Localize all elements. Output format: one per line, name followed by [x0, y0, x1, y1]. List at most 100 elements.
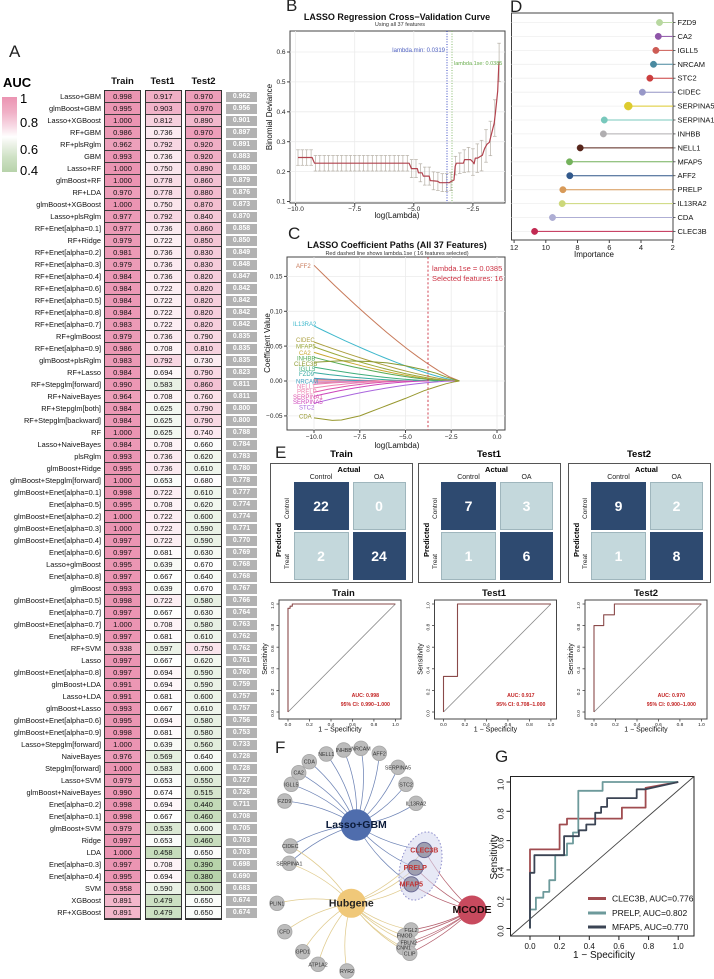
svg-text:0.3: 0.3 — [276, 139, 285, 146]
svg-text:−7.5: −7.5 — [348, 206, 361, 213]
svg-text:CLEC3B: CLEC3B — [410, 847, 438, 854]
svg-text:MFAP5: MFAP5 — [296, 345, 316, 351]
svg-text:Selected features: 16: Selected features: 16 — [432, 274, 503, 283]
svg-text:lambda.1se: 0.0385: lambda.1se: 0.0385 — [454, 61, 502, 67]
svg-text:NELL1: NELL1 — [678, 143, 701, 152]
svg-text:0.6: 0.6 — [276, 49, 285, 56]
svg-text:−0.05: −0.05 — [266, 413, 283, 420]
svg-text:SERPINA1: SERPINA1 — [276, 861, 302, 867]
svg-text:0.5: 0.5 — [276, 79, 285, 86]
svg-text:4: 4 — [639, 243, 643, 252]
svg-text:CDA: CDA — [678, 213, 694, 222]
svg-text:−5.0: −5.0 — [399, 434, 412, 441]
svg-text:IL13RA2: IL13RA2 — [293, 322, 317, 328]
svg-text:0.8: 0.8 — [371, 722, 378, 728]
svg-text:CLEC3B: CLEC3B — [294, 362, 317, 368]
svg-text:0.4: 0.4 — [497, 866, 506, 878]
svg-text:1.0: 1.0 — [497, 778, 506, 790]
svg-text:IL13RA2: IL13RA2 — [406, 801, 427, 807]
svg-text:LASSO Regression Cross−Validat: LASSO Regression Cross−Validation Curve — [304, 12, 490, 22]
svg-text:IGLL5: IGLL5 — [678, 46, 698, 55]
svg-text:0.2: 0.2 — [576, 688, 582, 695]
svg-text:−2.5: −2.5 — [466, 206, 479, 213]
svg-text:FMOD: FMOD — [397, 934, 413, 940]
svg-text:6: 6 — [607, 243, 611, 252]
svg-text:0.8: 0.8 — [526, 722, 533, 728]
svg-text:NELL1: NELL1 — [297, 385, 316, 391]
svg-text:1 − Specificity: 1 − Specificity — [624, 727, 668, 734]
svg-text:1.0: 1.0 — [392, 722, 399, 728]
svg-text:0.4: 0.4 — [328, 722, 335, 728]
svg-text:0.2: 0.2 — [462, 722, 469, 728]
svg-text:0.1: 0.1 — [276, 199, 285, 206]
svg-text:Red dashed line shows lambda.1: Red dashed line shows lambda.1se ( 16 fe… — [325, 251, 468, 257]
svg-text:CDA: CDA — [304, 760, 316, 766]
svg-text:0.4: 0.4 — [576, 667, 582, 674]
svg-text:FZD9: FZD9 — [678, 18, 697, 27]
svg-text:−10.0: −10.0 — [306, 434, 323, 441]
svg-text:0.6: 0.6 — [655, 722, 662, 728]
svg-text:0.0: 0.0 — [440, 722, 447, 728]
svg-text:NRCAM: NRCAM — [351, 746, 370, 752]
svg-text:0.2: 0.2 — [497, 896, 506, 908]
svg-text:0.6: 0.6 — [497, 837, 506, 849]
svg-text:95% CI: 0.990−1.000: 95% CI: 0.990−1.000 — [341, 702, 390, 708]
svg-text:SERPINA1: SERPINA1 — [293, 395, 323, 401]
svg-text:1 − Specificity: 1 − Specificity — [318, 727, 362, 734]
svg-text:0.4: 0.4 — [270, 667, 276, 674]
svg-text:CNN1: CNN1 — [396, 946, 410, 952]
svg-text:−7.5: −7.5 — [353, 434, 366, 441]
svg-text:Sensitivity: Sensitivity — [568, 643, 575, 675]
svg-text:Train: Train — [332, 588, 355, 599]
svg-text:1 − Specificity: 1 − Specificity — [474, 727, 518, 734]
svg-text:−2.5: −2.5 — [445, 434, 458, 441]
svg-text:IGLL5: IGLL5 — [284, 782, 298, 788]
svg-text:0.8: 0.8 — [677, 722, 684, 728]
svg-text:STC2: STC2 — [299, 406, 315, 412]
svg-text:PRELP, AUC=0.802: PRELP, AUC=0.802 — [612, 908, 687, 918]
svg-text:CIDEC: CIDEC — [678, 88, 702, 97]
svg-text:0.2: 0.2 — [270, 688, 276, 695]
svg-text:0.6: 0.6 — [270, 645, 276, 652]
svg-text:0.0: 0.0 — [497, 925, 506, 937]
svg-text:Binomial Deviance: Binomial Deviance — [265, 83, 274, 150]
svg-text:lambda.1se = 0.0385: lambda.1se = 0.0385 — [432, 264, 502, 273]
svg-text:Sensitivity: Sensitivity — [418, 643, 425, 675]
svg-text:−5.0: −5.0 — [407, 206, 420, 213]
svg-text:SERPINA5: SERPINA5 — [385, 765, 411, 771]
svg-text:SERPINA5: SERPINA5 — [293, 400, 323, 406]
svg-text:0.6: 0.6 — [349, 722, 356, 728]
svg-text:GPD1: GPD1 — [295, 950, 309, 956]
svg-text:NRCAM: NRCAM — [296, 380, 318, 386]
svg-text:CA2: CA2 — [294, 771, 304, 777]
svg-text:AFF2: AFF2 — [678, 171, 696, 180]
svg-text:STC2: STC2 — [399, 782, 413, 788]
svg-text:FBLN2: FBLN2 — [400, 940, 417, 946]
svg-text:STC2: STC2 — [678, 74, 697, 83]
svg-text:CLIP: CLIP — [404, 951, 416, 957]
svg-text:0.10: 0.10 — [270, 309, 283, 316]
svg-text:PRELP: PRELP — [404, 865, 428, 872]
svg-text:0.8: 0.8 — [497, 808, 506, 820]
svg-text:AUC: 0.970: AUC: 0.970 — [658, 693, 686, 699]
svg-text:AUC: 0.917: AUC: 0.917 — [507, 693, 535, 699]
svg-text:NELL1: NELL1 — [318, 752, 334, 758]
svg-text:0.0: 0.0 — [426, 710, 432, 717]
svg-text:0.4: 0.4 — [634, 722, 641, 728]
svg-text:1 − Specificity: 1 − Specificity — [573, 950, 635, 961]
svg-text:0.05: 0.05 — [270, 343, 283, 350]
svg-text:0.6: 0.6 — [426, 645, 432, 652]
svg-text:ATP1A2: ATP1A2 — [308, 962, 327, 968]
svg-text:10: 10 — [542, 243, 550, 252]
svg-text:MCODE: MCODE — [452, 904, 491, 916]
svg-text:0.0: 0.0 — [285, 722, 292, 728]
svg-text:RYR2: RYR2 — [340, 969, 354, 975]
svg-text:0.00: 0.00 — [270, 378, 283, 385]
svg-text:1.0: 1.0 — [576, 602, 582, 609]
svg-text:0.8: 0.8 — [643, 942, 655, 951]
svg-text:0.0: 0.0 — [270, 710, 276, 717]
svg-text:Sensitivity: Sensitivity — [262, 643, 269, 675]
svg-text:0.4: 0.4 — [276, 109, 285, 116]
svg-text:1.0: 1.0 — [426, 602, 432, 609]
svg-text:0.2: 0.2 — [426, 688, 432, 695]
